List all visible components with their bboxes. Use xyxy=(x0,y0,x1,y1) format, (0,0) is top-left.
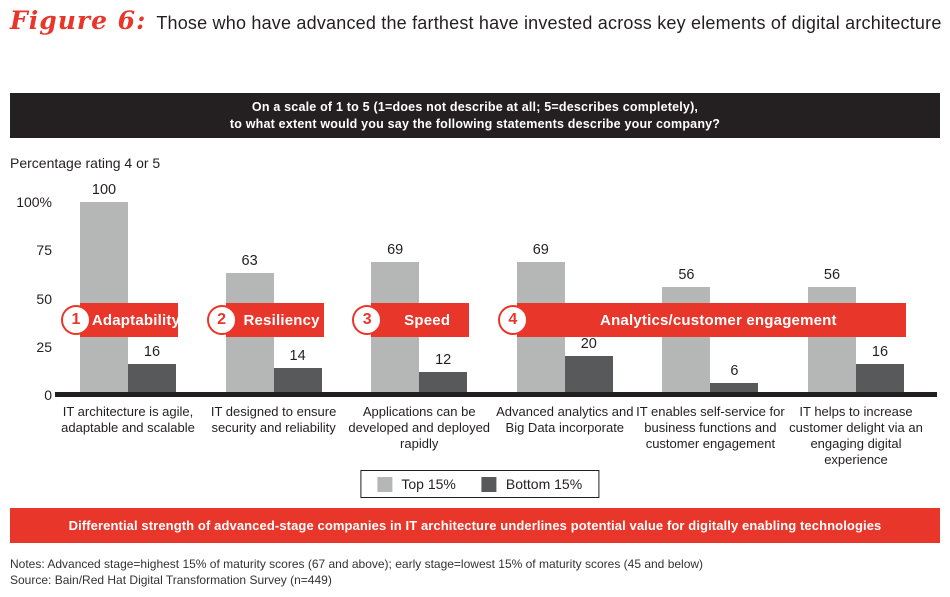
bar-top-15- xyxy=(225,273,274,395)
bar-bottom-15- xyxy=(273,367,322,395)
bar-bottom-15- xyxy=(710,383,759,395)
bar-bottom-15- xyxy=(128,364,176,395)
y-tick-label: 25 xyxy=(36,338,52,355)
bar-top-15- xyxy=(516,261,565,395)
bar-value-label: 100 xyxy=(91,182,117,198)
bar-value-label: 56 xyxy=(678,266,695,283)
survey-question-banner: On a scale of 1 to 5 (1=does not describ… xyxy=(10,93,940,138)
legend-item: Bottom 15% xyxy=(481,476,583,492)
y-tick-label: 0 xyxy=(44,387,52,403)
callout-banner: Differential strength of advanced-stage … xyxy=(10,508,940,543)
survey-question-line2: to what extent would you say the followi… xyxy=(229,116,721,131)
bar-value-label: 16 xyxy=(871,344,889,361)
legend-swatch-bottom-15- xyxy=(481,476,497,492)
legend-item: Top 15% xyxy=(377,476,456,492)
bar-value-label: 20 xyxy=(580,336,597,353)
legend-label: Bottom 15% xyxy=(505,476,583,492)
band-label: Speed xyxy=(404,311,451,329)
bar-bottom-15- xyxy=(856,364,904,395)
band-number-badge: 1 xyxy=(61,305,91,335)
category-label: IT designed to ensure security and relia… xyxy=(210,404,337,435)
category-label: IT helps to increase customer delight vi… xyxy=(789,404,923,467)
bar-value-label: 16 xyxy=(143,344,161,361)
band-speed: 3 Speed xyxy=(352,303,470,337)
bar-top-15- xyxy=(80,202,128,395)
bar-top-15- xyxy=(662,286,711,395)
band-label: Analytics/customer engagement xyxy=(600,311,837,329)
figure-number-label: Figure 6: xyxy=(10,6,147,35)
band-label: Adaptability xyxy=(91,311,181,329)
band-adaptability: 1 Adaptability xyxy=(61,303,181,337)
bar-bottom-15- xyxy=(419,371,468,395)
figure-header: Figure 6: Those who have advanced the fa… xyxy=(10,6,946,35)
bar-value-label: 69 xyxy=(387,241,404,258)
notes-text: Notes: Advanced stage=highest 15% of mat… xyxy=(10,557,704,571)
y-tick-label: 100% xyxy=(16,194,52,210)
band-label: Resiliency xyxy=(243,311,320,329)
figure-title: Those who have advanced the farthest hav… xyxy=(156,13,942,33)
band-resiliency: 2 Resiliency xyxy=(206,303,324,337)
legend-box: Top 15% Bottom 15% xyxy=(360,470,600,498)
bar-value-label: 12 xyxy=(435,351,452,368)
band-number-badge: 2 xyxy=(206,305,237,335)
band-number-badge: 3 xyxy=(352,305,383,335)
band-analytics-customer-engagement: 4 Analytics/customer engagement xyxy=(497,303,906,337)
bar-value-label: 63 xyxy=(241,253,258,270)
category-label: IT enables self-service for business fun… xyxy=(636,404,785,451)
bar-value-label: 14 xyxy=(289,347,306,364)
y-axis-note: Percentage rating 4 or 5 xyxy=(10,155,161,171)
survey-question-line1: On a scale of 1 to 5 (1=does not describ… xyxy=(251,99,699,114)
bar-value-label: 56 xyxy=(823,266,841,283)
bar-bottom-15- xyxy=(564,356,613,395)
legend-label: Top 15% xyxy=(401,476,456,492)
y-tick-label: 50 xyxy=(36,290,52,307)
category-label: IT architecture is agile, adaptable and … xyxy=(61,404,195,435)
category-label: Advanced analytics and Big Data incorpor… xyxy=(496,404,634,435)
callout-text: Differential strength of advanced-stage … xyxy=(68,518,882,533)
legend-swatch-top-15- xyxy=(377,476,393,492)
x-axis-line xyxy=(55,392,937,397)
bar-top-15- xyxy=(808,286,856,395)
y-tick-label: 75 xyxy=(36,242,52,259)
bar-value-label: 6 xyxy=(730,363,739,380)
category-label: Applications can be developed and deploy… xyxy=(348,404,491,451)
source-text: Source: Bain/Red Hat Digital Transformat… xyxy=(10,573,332,587)
bar-value-label: 69 xyxy=(532,241,549,258)
band-number-badge: 4 xyxy=(497,305,528,335)
bar-top-15- xyxy=(371,261,420,395)
